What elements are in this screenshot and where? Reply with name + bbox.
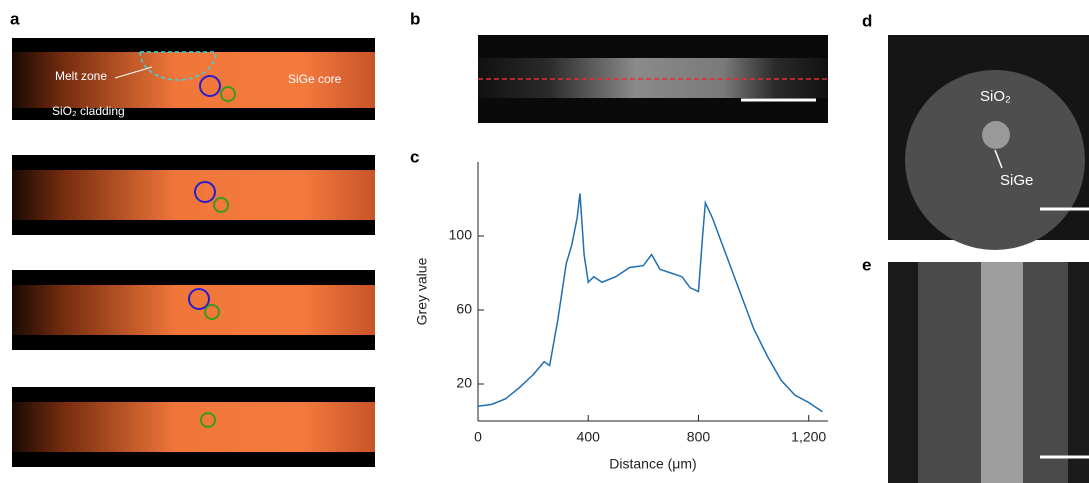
y-axis-label: Grey value — [414, 257, 430, 325]
image — [888, 35, 1089, 250]
x-tick-label: 1,200 — [791, 429, 826, 445]
panel-label: b — [410, 9, 420, 28]
data-line — [477, 193, 823, 413]
x-axis-label: Distance (μm) — [609, 456, 696, 472]
panel-label: a — [10, 9, 20, 28]
image-strip — [12, 155, 375, 235]
chart: 0 400 800 1,200 20 60 100 Distance (μm) Grey val… — [414, 162, 828, 472]
annotation: SiO₂ cladding — [52, 104, 125, 118]
y-tick-label: 20 — [456, 375, 472, 391]
annotation: Melt zone — [55, 69, 107, 83]
y-tick-label: 100 — [449, 227, 473, 243]
annotation: SiGe core — [288, 72, 342, 86]
annotation: SiGe — [1000, 172, 1033, 189]
image-strip — [12, 270, 375, 350]
image — [478, 35, 828, 123]
image-strip — [12, 38, 375, 120]
panel-label: d — [862, 11, 872, 30]
y-tick-label: 60 — [456, 301, 472, 317]
image — [888, 262, 1089, 483]
x-tick-label: 0 — [474, 429, 482, 445]
x-tick-label: 400 — [577, 429, 601, 445]
annotation: SiO₂ — [980, 88, 1011, 105]
x-tick-label: 800 — [687, 429, 711, 445]
image-strip — [12, 387, 375, 467]
panel-label: c — [410, 147, 419, 166]
panel-label: e — [862, 255, 871, 274]
